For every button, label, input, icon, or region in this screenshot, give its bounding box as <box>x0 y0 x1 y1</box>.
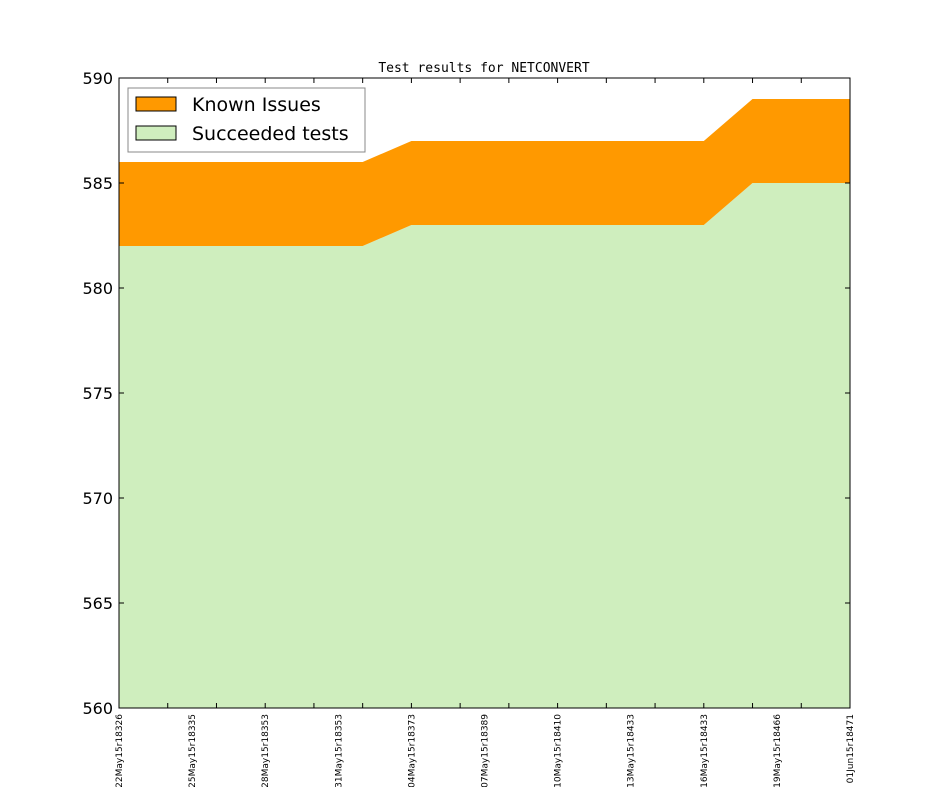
y-tick-label: 585 <box>82 174 113 193</box>
legend-swatch <box>135 96 177 112</box>
legend: Known Issues Succeeded tests <box>127 87 366 153</box>
legend-swatch <box>135 125 177 141</box>
plot-frame <box>118 77 851 709</box>
x-tick-label: 16May15r18433 <box>700 714 710 787</box>
y-tick-label: 570 <box>82 489 113 508</box>
x-tick-label: 22May15r18326 <box>115 714 125 787</box>
legend-label: Known Issues <box>192 94 321 116</box>
y-tick-label: 565 <box>82 594 113 613</box>
x-tick-label: 31May15r18353 <box>334 714 344 787</box>
y-tick-label: 580 <box>82 279 113 298</box>
legend-label: Succeeded tests <box>192 123 349 145</box>
y-tick-label: 590 <box>82 69 113 88</box>
x-tick-label: 28May15r18353 <box>261 714 271 787</box>
x-tick-label: 01Jun15r18471 <box>846 714 856 783</box>
plot-area <box>119 99 850 708</box>
x-tick-label: 10May15r18410 <box>554 714 564 787</box>
area-known-issues <box>119 99 850 246</box>
y-tick-label: 560 <box>82 699 113 718</box>
x-tick-label: 19May15r18466 <box>773 714 783 787</box>
area-succeeded-tests <box>119 183 850 708</box>
x-tick-label: 13May15r18433 <box>627 714 637 787</box>
y-axis: 560 565 570 575 580 585 590 <box>82 69 850 718</box>
x-tick-label: 25May15r18335 <box>188 714 198 787</box>
y-tick-label: 575 <box>82 384 113 403</box>
chart-title: Test results for NETCONVERT <box>378 61 589 76</box>
x-tick-label: 07May15r18389 <box>481 714 491 787</box>
x-axis: 22May15r18326 25May15r18335 28May15r18353 3… <box>115 78 856 787</box>
x-tick-label: 04May15r18373 <box>407 714 417 787</box>
